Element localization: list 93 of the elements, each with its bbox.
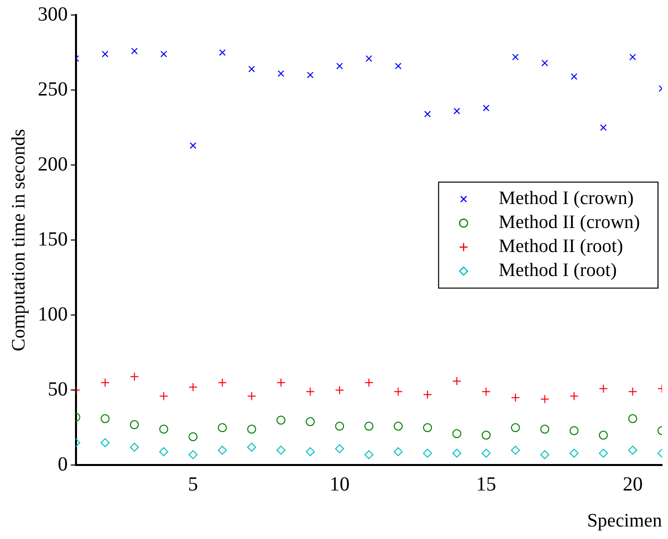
y-tick-label: 0 bbox=[58, 453, 68, 476]
point bbox=[276, 446, 286, 455]
y-tick-label: 150 bbox=[38, 228, 68, 250]
point bbox=[452, 429, 462, 438]
point bbox=[306, 387, 315, 396]
y-tick-label: 250 bbox=[38, 78, 68, 100]
point bbox=[335, 444, 344, 454]
point bbox=[482, 430, 491, 440]
point bbox=[335, 386, 344, 395]
point bbox=[570, 73, 578, 80]
legend-label: Method I (crown) bbox=[498, 188, 634, 210]
point bbox=[188, 382, 198, 392]
point bbox=[628, 414, 638, 424]
point bbox=[278, 70, 284, 77]
y-tick-label: 300 bbox=[38, 3, 68, 26]
point bbox=[628, 446, 638, 455]
point bbox=[570, 448, 579, 458]
x-tick-label: 5 bbox=[188, 473, 198, 496]
point bbox=[306, 417, 315, 426]
point bbox=[512, 54, 519, 60]
y-tick-label: 50 bbox=[48, 378, 68, 400]
point bbox=[423, 423, 432, 432]
point bbox=[247, 424, 256, 434]
point bbox=[160, 50, 168, 58]
legend-label: Method II (root) bbox=[498, 236, 624, 258]
point bbox=[541, 60, 548, 66]
point bbox=[482, 448, 491, 458]
point bbox=[130, 372, 139, 382]
point bbox=[102, 50, 108, 58]
legend-label: Method I (root) bbox=[498, 260, 617, 282]
point bbox=[482, 104, 490, 112]
point bbox=[100, 378, 110, 388]
point bbox=[219, 49, 226, 56]
x-tick-label: 15 bbox=[476, 473, 496, 496]
point bbox=[423, 448, 432, 458]
point bbox=[540, 450, 550, 460]
point bbox=[510, 393, 520, 402]
point bbox=[394, 447, 403, 456]
point bbox=[540, 424, 550, 434]
point bbox=[424, 110, 431, 118]
point bbox=[336, 62, 343, 70]
point bbox=[247, 442, 256, 452]
point bbox=[188, 450, 198, 460]
legend-label: Method II (crown) bbox=[498, 212, 640, 234]
point bbox=[248, 66, 255, 72]
point bbox=[570, 426, 579, 436]
point bbox=[540, 394, 550, 404]
point bbox=[394, 387, 403, 396]
point bbox=[159, 424, 168, 434]
point bbox=[598, 448, 608, 458]
point bbox=[335, 422, 344, 431]
point bbox=[452, 376, 462, 386]
point bbox=[482, 387, 491, 396]
point bbox=[394, 422, 403, 431]
point bbox=[218, 446, 227, 455]
point bbox=[628, 387, 638, 396]
point bbox=[159, 392, 168, 401]
point bbox=[364, 422, 374, 431]
y-axis-title: Computation time in seconds bbox=[8, 129, 30, 352]
y-tick-label: 100 bbox=[38, 303, 68, 326]
point bbox=[452, 448, 462, 458]
x-tick-label: 10 bbox=[330, 473, 350, 496]
point bbox=[600, 124, 607, 131]
point bbox=[188, 432, 198, 442]
point bbox=[598, 430, 608, 440]
point bbox=[454, 108, 460, 114]
point bbox=[570, 392, 579, 401]
point bbox=[218, 423, 227, 432]
point bbox=[130, 442, 139, 452]
x-tick-label: 20 bbox=[622, 473, 643, 496]
point bbox=[100, 438, 110, 448]
point bbox=[510, 423, 520, 432]
point bbox=[130, 420, 139, 430]
point bbox=[364, 450, 374, 460]
point bbox=[510, 446, 520, 455]
point bbox=[306, 72, 314, 78]
point bbox=[394, 62, 402, 70]
point bbox=[364, 378, 374, 388]
point bbox=[276, 378, 286, 388]
point bbox=[159, 447, 168, 456]
x-axis-title: Specimen bbox=[587, 510, 662, 532]
point bbox=[366, 55, 372, 62]
point bbox=[629, 54, 636, 60]
point bbox=[306, 447, 315, 456]
point bbox=[131, 48, 138, 54]
point bbox=[100, 414, 110, 424]
point bbox=[276, 416, 286, 425]
point bbox=[190, 142, 196, 149]
point bbox=[423, 390, 432, 400]
point bbox=[247, 392, 256, 401]
y-tick-label: 200 bbox=[38, 153, 68, 176]
point bbox=[218, 378, 227, 388]
point bbox=[598, 384, 608, 394]
